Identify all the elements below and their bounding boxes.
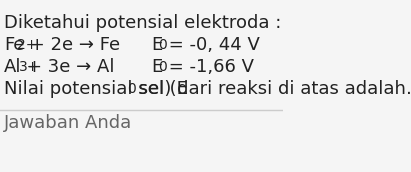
Text: Fe: Fe [4,36,25,54]
Text: Jawaban Anda: Jawaban Anda [4,114,132,132]
Text: 0: 0 [159,38,167,52]
Text: Nilai potensial sel (E: Nilai potensial sel (E [4,80,188,98]
Text: Al: Al [4,58,22,76]
Text: = -1,66 V: = -1,66 V [163,58,254,76]
Text: 0: 0 [127,82,136,96]
Text: sel) dari reaksi di atas adalah….: sel) dari reaksi di atas adalah…. [133,80,411,98]
Text: E: E [152,58,163,76]
Text: 0: 0 [159,60,167,74]
Text: Diketahui potensial elektroda :: Diketahui potensial elektroda : [4,14,282,32]
Text: 2+: 2+ [16,38,37,52]
Text: + 2e → Fe: + 2e → Fe [24,36,120,54]
Text: 3+: 3+ [18,60,39,74]
Text: = -0, 44 V: = -0, 44 V [163,36,260,54]
Text: + 3e → Al: + 3e → Al [27,58,114,76]
Text: E: E [152,36,163,54]
